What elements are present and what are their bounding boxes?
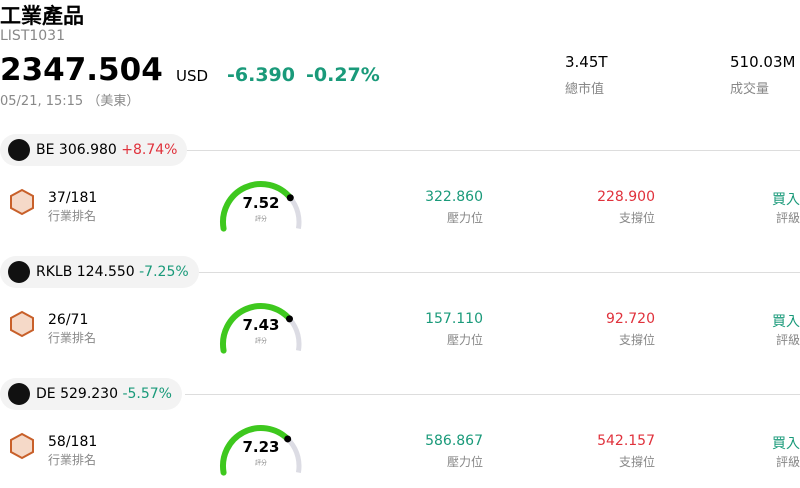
gauge-dot xyxy=(284,435,292,443)
divider xyxy=(185,272,800,273)
rank-icon-shape xyxy=(10,432,34,460)
stock-pill[interactable]: RKLB 124.550 -7.25% xyxy=(0,256,199,288)
rank-icon xyxy=(10,432,34,460)
rating-label: 評級 xyxy=(775,211,800,225)
stock-change: -7.25% xyxy=(139,264,189,280)
stock-pill[interactable]: BE 306.980 +8.74% xyxy=(0,134,188,166)
divider xyxy=(185,394,800,395)
stock-ticker: DE xyxy=(36,386,56,402)
stock-ticker: BE xyxy=(36,142,55,158)
rank-icon-shape xyxy=(10,310,34,338)
stock-price: 306.980 xyxy=(58,142,117,158)
market-cap-label: 總市值 xyxy=(565,82,605,97)
stock-logo xyxy=(8,139,30,161)
score: 7.43 xyxy=(242,316,280,334)
rank-label: 行業排名 xyxy=(48,209,97,223)
support-label: 支撐位 xyxy=(618,333,655,347)
stock-price: 529.230 xyxy=(60,386,118,402)
time: 05/21, 15:15 （美東） xyxy=(0,94,140,109)
score-gauge xyxy=(220,425,302,476)
market-cap: 3.45T xyxy=(565,53,608,71)
rank-icon-shape xyxy=(10,188,34,216)
support-label: 支撐位 xyxy=(618,455,655,469)
rating: 買入 xyxy=(772,192,800,208)
rank: 58/181 xyxy=(48,434,98,450)
support-label: 支撐位 xyxy=(618,211,655,225)
title: 工業產品 xyxy=(0,4,84,28)
stock-pill[interactable]: DE 529.230 -5.57% xyxy=(0,378,182,410)
stock-change: -5.57% xyxy=(122,386,172,402)
stock-ticker: RKLB xyxy=(36,264,73,280)
divider xyxy=(185,150,800,151)
score-gauge xyxy=(220,303,302,354)
code: LIST1031 xyxy=(0,28,65,44)
score: 7.52 xyxy=(242,194,280,212)
rank: 37/181 xyxy=(48,190,98,206)
rank-label: 行業排名 xyxy=(48,453,97,467)
rating-label: 評級 xyxy=(775,333,800,347)
gauge-dot xyxy=(286,315,294,323)
resistance-label: 壓力位 xyxy=(446,333,483,347)
rank: 26/71 xyxy=(48,312,89,328)
support: 542.157 xyxy=(597,433,655,449)
stock-change: +8.74% xyxy=(121,142,178,158)
rank-icon xyxy=(10,310,34,338)
gauge-dot xyxy=(286,194,294,202)
currency: USD xyxy=(176,67,209,85)
stock-price: 124.550 xyxy=(76,264,135,280)
rank-label: 行業排名 xyxy=(48,331,97,345)
gauge-value xyxy=(220,181,294,232)
resistance: 322.860 xyxy=(425,189,483,205)
score: 7.23 xyxy=(242,438,280,456)
score-label: 評分 xyxy=(254,216,267,223)
rating: 買入 xyxy=(772,436,800,452)
gauge-value xyxy=(220,425,291,476)
resistance-label: 壓力位 xyxy=(446,211,483,225)
resistance: 586.867 xyxy=(425,433,483,449)
rating-label: 評級 xyxy=(775,455,800,469)
score-label: 評分 xyxy=(254,338,267,345)
score-label: 評分 xyxy=(254,460,267,467)
gauge-value xyxy=(220,303,293,354)
support: 228.900 xyxy=(597,189,655,205)
stock-logo xyxy=(8,261,30,283)
score-gauge xyxy=(220,181,302,232)
change-pct: -0.27% xyxy=(306,64,380,86)
support: 92.720 xyxy=(606,311,655,327)
change: -6.390 xyxy=(227,64,295,86)
resistance-label: 壓力位 xyxy=(446,455,483,469)
volume: 510.03M xyxy=(730,53,796,71)
stock-logo xyxy=(8,383,30,405)
rating: 買入 xyxy=(772,314,800,330)
volume-label: 成交量 xyxy=(730,82,770,97)
rank-icon xyxy=(10,188,34,216)
price: 2347.504 xyxy=(0,52,163,88)
resistance: 157.110 xyxy=(425,311,483,327)
